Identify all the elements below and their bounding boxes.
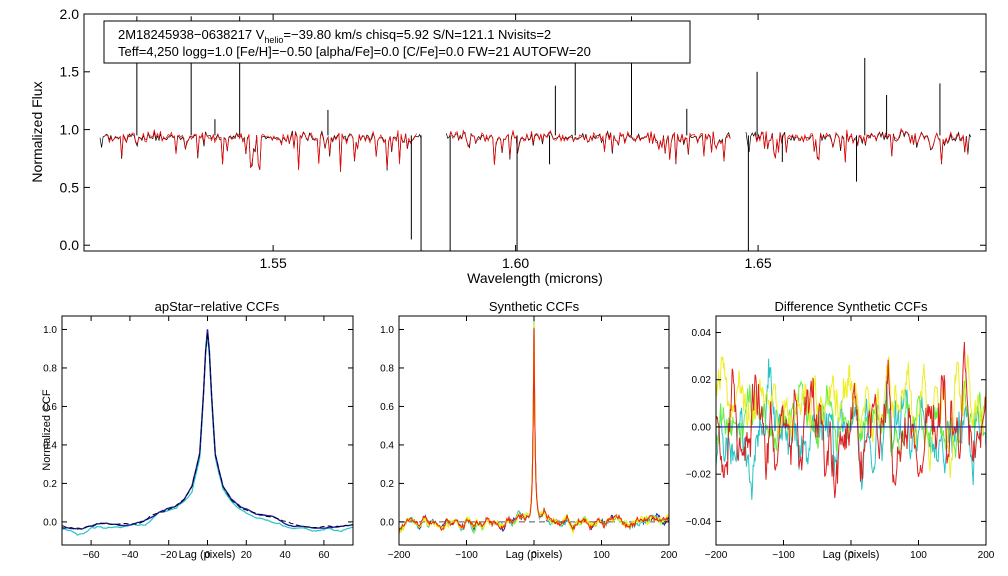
x-tick-label: 1.60 (502, 255, 529, 271)
y-tick-label: 1.0 (43, 325, 57, 336)
annotation-subscript: helio (264, 35, 283, 45)
x-tick-label: 1.55 (260, 255, 287, 271)
synthetic-ccf-title: Synthetic CCFs (489, 299, 580, 314)
difference-line-cyan (716, 358, 986, 500)
x-tick-label: 40 (280, 550, 292, 561)
apstar-ccf-plot-area (61, 329, 354, 536)
y-tick-label: 0.0 (43, 517, 57, 528)
x-tick-label: 200 (661, 550, 678, 561)
annotation-line-2: Teff=4,250 logg=1.0 [Fe/H]=−0.50 [alpha/… (118, 44, 591, 59)
ccf-line-template (61, 332, 354, 530)
difference-ccf-ticks: −200 −100 0 100 200 −0.04 −0.02 0.00 0.02 0.04 (686, 316, 995, 561)
x-tick-label: −200 (705, 550, 728, 561)
apstar-ccf-panel: apStar−relative CCFs −60 −40 −20 0 20 40 60 0.0… (41, 299, 354, 561)
x-tick-label: 0 (531, 550, 537, 561)
y-tick-label: 0.04 (692, 328, 712, 339)
y-tick-label: 0.6 (380, 402, 394, 413)
apstar-ccf-xlabel: Lag (pixels) (179, 549, 236, 561)
difference-line-red (716, 341, 986, 499)
annotation-line-1: 2M18245938−0638217 Vhelio=−39.80 km/s ch… (118, 27, 551, 45)
x-tick-label: 60 (318, 550, 330, 561)
y-tick-label: 0.0 (380, 517, 394, 528)
difference-ccf-panel: Difference Synthetic CCFs −200 −100 0 100 20… (686, 299, 995, 561)
y-tick-label: 1.5 (60, 64, 80, 80)
spectrum-panel: 1.55 1.60 1.65 0.0 0.5 1.0 1.5 2.0 Wavelength (… (29, 6, 987, 286)
spectrum-ylabel: Normalized Flux (29, 81, 45, 182)
x-tick-label: −200 (388, 550, 411, 561)
x-tick-label: 100 (593, 550, 610, 561)
difference-ccf-plot-area (716, 341, 986, 500)
synthetic-ccf-ticks: −200 −100 0 100 200 0.0 0.2 0.4 0.6 0.8 1.0 (380, 316, 678, 561)
apstar-ccf-frame (61, 315, 354, 546)
y-tick-label: 0.5 (60, 179, 80, 195)
x-tick-label: 0 (848, 550, 854, 561)
y-tick-label: 0.8 (43, 363, 57, 374)
y-tick-label: 2.0 (60, 6, 80, 22)
y-tick-label: 0.4 (380, 440, 394, 451)
difference-line-yellow (716, 354, 986, 479)
synthetic-ccf-panel: Synthetic CCFs −200 −100 0 100 200 0.0 0.2 0.4 0… (380, 299, 678, 561)
ccf-line-visit-2 (61, 335, 354, 536)
model-spectrum-3 (753, 127, 969, 163)
synthetic-ccf-line-5 (398, 328, 670, 533)
difference-ccf-title: Difference Synthetic CCFs (775, 299, 928, 314)
x-tick-label: −20 (160, 550, 177, 561)
spectrum-xlabel: Wavelength (microns) (467, 270, 603, 286)
ccf-line-visit-1 (61, 329, 354, 530)
annotation-stats: =−39.80 km/s chisq=5.92 S/N=121.1 Nvisit… (283, 27, 551, 42)
y-tick-label: 0.0 (60, 237, 80, 253)
y-tick-label: 1.0 (60, 122, 80, 138)
annotation-box (103, 20, 691, 64)
apstar-ccf-ticks: −60 −40 −20 0 20 40 60 0.0 0.2 0.4 0.6 0.8 1.0 (43, 316, 353, 561)
annotation-star-id: 2M18245938−0638217 V (118, 27, 265, 42)
y-tick-label: 0.02 (692, 375, 712, 386)
x-tick-label: 20 (241, 550, 253, 561)
x-tick-label: −100 (772, 550, 795, 561)
y-tick-label: 0.2 (380, 479, 394, 490)
y-tick-label: 0.2 (43, 479, 57, 490)
x-tick-label: 0 (205, 550, 211, 561)
difference-traces (716, 341, 986, 500)
apstar-ccf-ylabel: Normalized CCF (41, 389, 53, 471)
x-tick-label: 200 (978, 550, 995, 561)
spectrum-ticks: 1.55 1.60 1.65 0.0 0.5 1.0 1.5 2.0 (60, 6, 986, 271)
x-tick-label: 1.65 (744, 255, 771, 271)
y-tick-label: −0.04 (686, 517, 712, 528)
x-tick-label: −100 (455, 550, 478, 561)
x-tick-label: −40 (121, 550, 138, 561)
model-spectrum-2 (449, 129, 731, 165)
model-spectrum-1 (104, 129, 417, 172)
y-tick-label: 0.4 (43, 440, 57, 451)
synthetic-ccf-xlabel: Lag (pixels) (506, 549, 563, 561)
y-tick-label: 0.00 (692, 422, 712, 433)
y-tick-label: −0.02 (686, 470, 712, 481)
y-tick-label: 1.0 (380, 325, 394, 336)
y-tick-label: 0.8 (380, 363, 394, 374)
difference-ccf-xlabel: Lag (pixels) (823, 549, 880, 561)
apstar-ccf-title: apStar−relative CCFs (155, 299, 280, 314)
synthetic-ccf-plot-area (398, 318, 670, 536)
spectrum-plot-area (99, 16, 972, 251)
x-tick-label: 100 (910, 550, 927, 561)
spectrum-frame (83, 13, 987, 252)
x-tick-label: −60 (83, 550, 100, 561)
spectrum-traces (99, 16, 972, 251)
y-tick-label: 0.6 (43, 402, 57, 413)
